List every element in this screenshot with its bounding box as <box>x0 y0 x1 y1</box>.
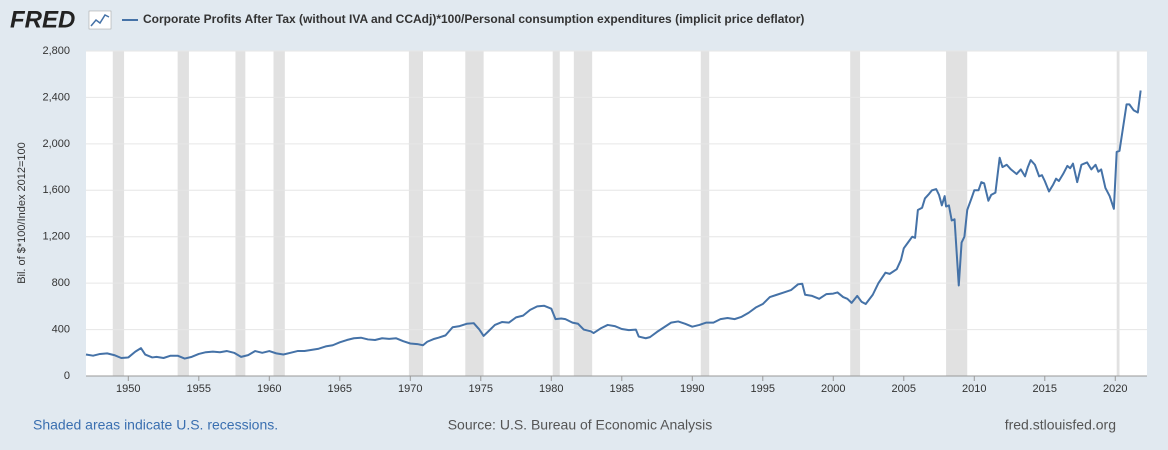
source: Source: U.S. Bureau of Economic Analysis <box>448 417 713 433</box>
x-tick-label: 2020 <box>1103 383 1127 395</box>
x-tick-label: 1975 <box>469 383 493 395</box>
y-tick-label: 800 <box>52 277 70 289</box>
logo-icon <box>88 10 112 30</box>
recession-band <box>1116 51 1120 376</box>
x-tick-label: 1990 <box>680 383 704 395</box>
recession-band <box>946 51 968 376</box>
recession-band <box>700 51 710 376</box>
data-line <box>85 90 1142 360</box>
y-tick-label: 400 <box>52 323 70 335</box>
legend-label: Corporate Profits After Tax (without IVA… <box>143 12 804 26</box>
recession-band <box>552 51 560 376</box>
recession-band <box>850 51 861 376</box>
x-tick-label: 1985 <box>610 383 634 395</box>
recession-band <box>408 51 423 376</box>
x-tick-label: 1995 <box>751 383 775 395</box>
y-axis-label: Bil. of $*100/Index 2012=100 <box>16 142 28 284</box>
y-tick-label: 2,400 <box>42 91 70 103</box>
recession-band <box>573 51 593 376</box>
recession-band <box>273 51 285 376</box>
y-tick-label: 0 <box>64 370 70 382</box>
y-tick-label: 1,600 <box>42 184 70 196</box>
recession-band <box>235 51 246 376</box>
recession-note[interactable]: Shaded areas indicate U.S. recessions. <box>33 417 278 433</box>
plot-area <box>86 51 1147 376</box>
x-tick-label: 1980 <box>539 383 563 395</box>
x-tick-label: 2015 <box>1033 383 1057 395</box>
recession-band <box>465 51 484 376</box>
x-tick-label: 2010 <box>962 383 986 395</box>
x-tick-label: 1970 <box>398 383 422 395</box>
x-tick-label: 1965 <box>328 383 352 395</box>
recession-band <box>177 51 189 376</box>
y-tick-label: 1,200 <box>42 231 70 243</box>
x-tick-label: 1955 <box>187 383 211 395</box>
y-tick-label: 2,000 <box>42 138 70 150</box>
x-tick-label: 1960 <box>257 383 281 395</box>
logo: FRED <box>10 6 75 33</box>
x-tick-label: 1950 <box>116 383 140 395</box>
y-tick-label: 2,800 <box>42 45 70 57</box>
x-tick-label: 2005 <box>892 383 916 395</box>
site: fred.stlouisfed.org <box>1005 417 1116 433</box>
x-tick-label: 2000 <box>821 383 845 395</box>
recession-band <box>112 51 125 376</box>
